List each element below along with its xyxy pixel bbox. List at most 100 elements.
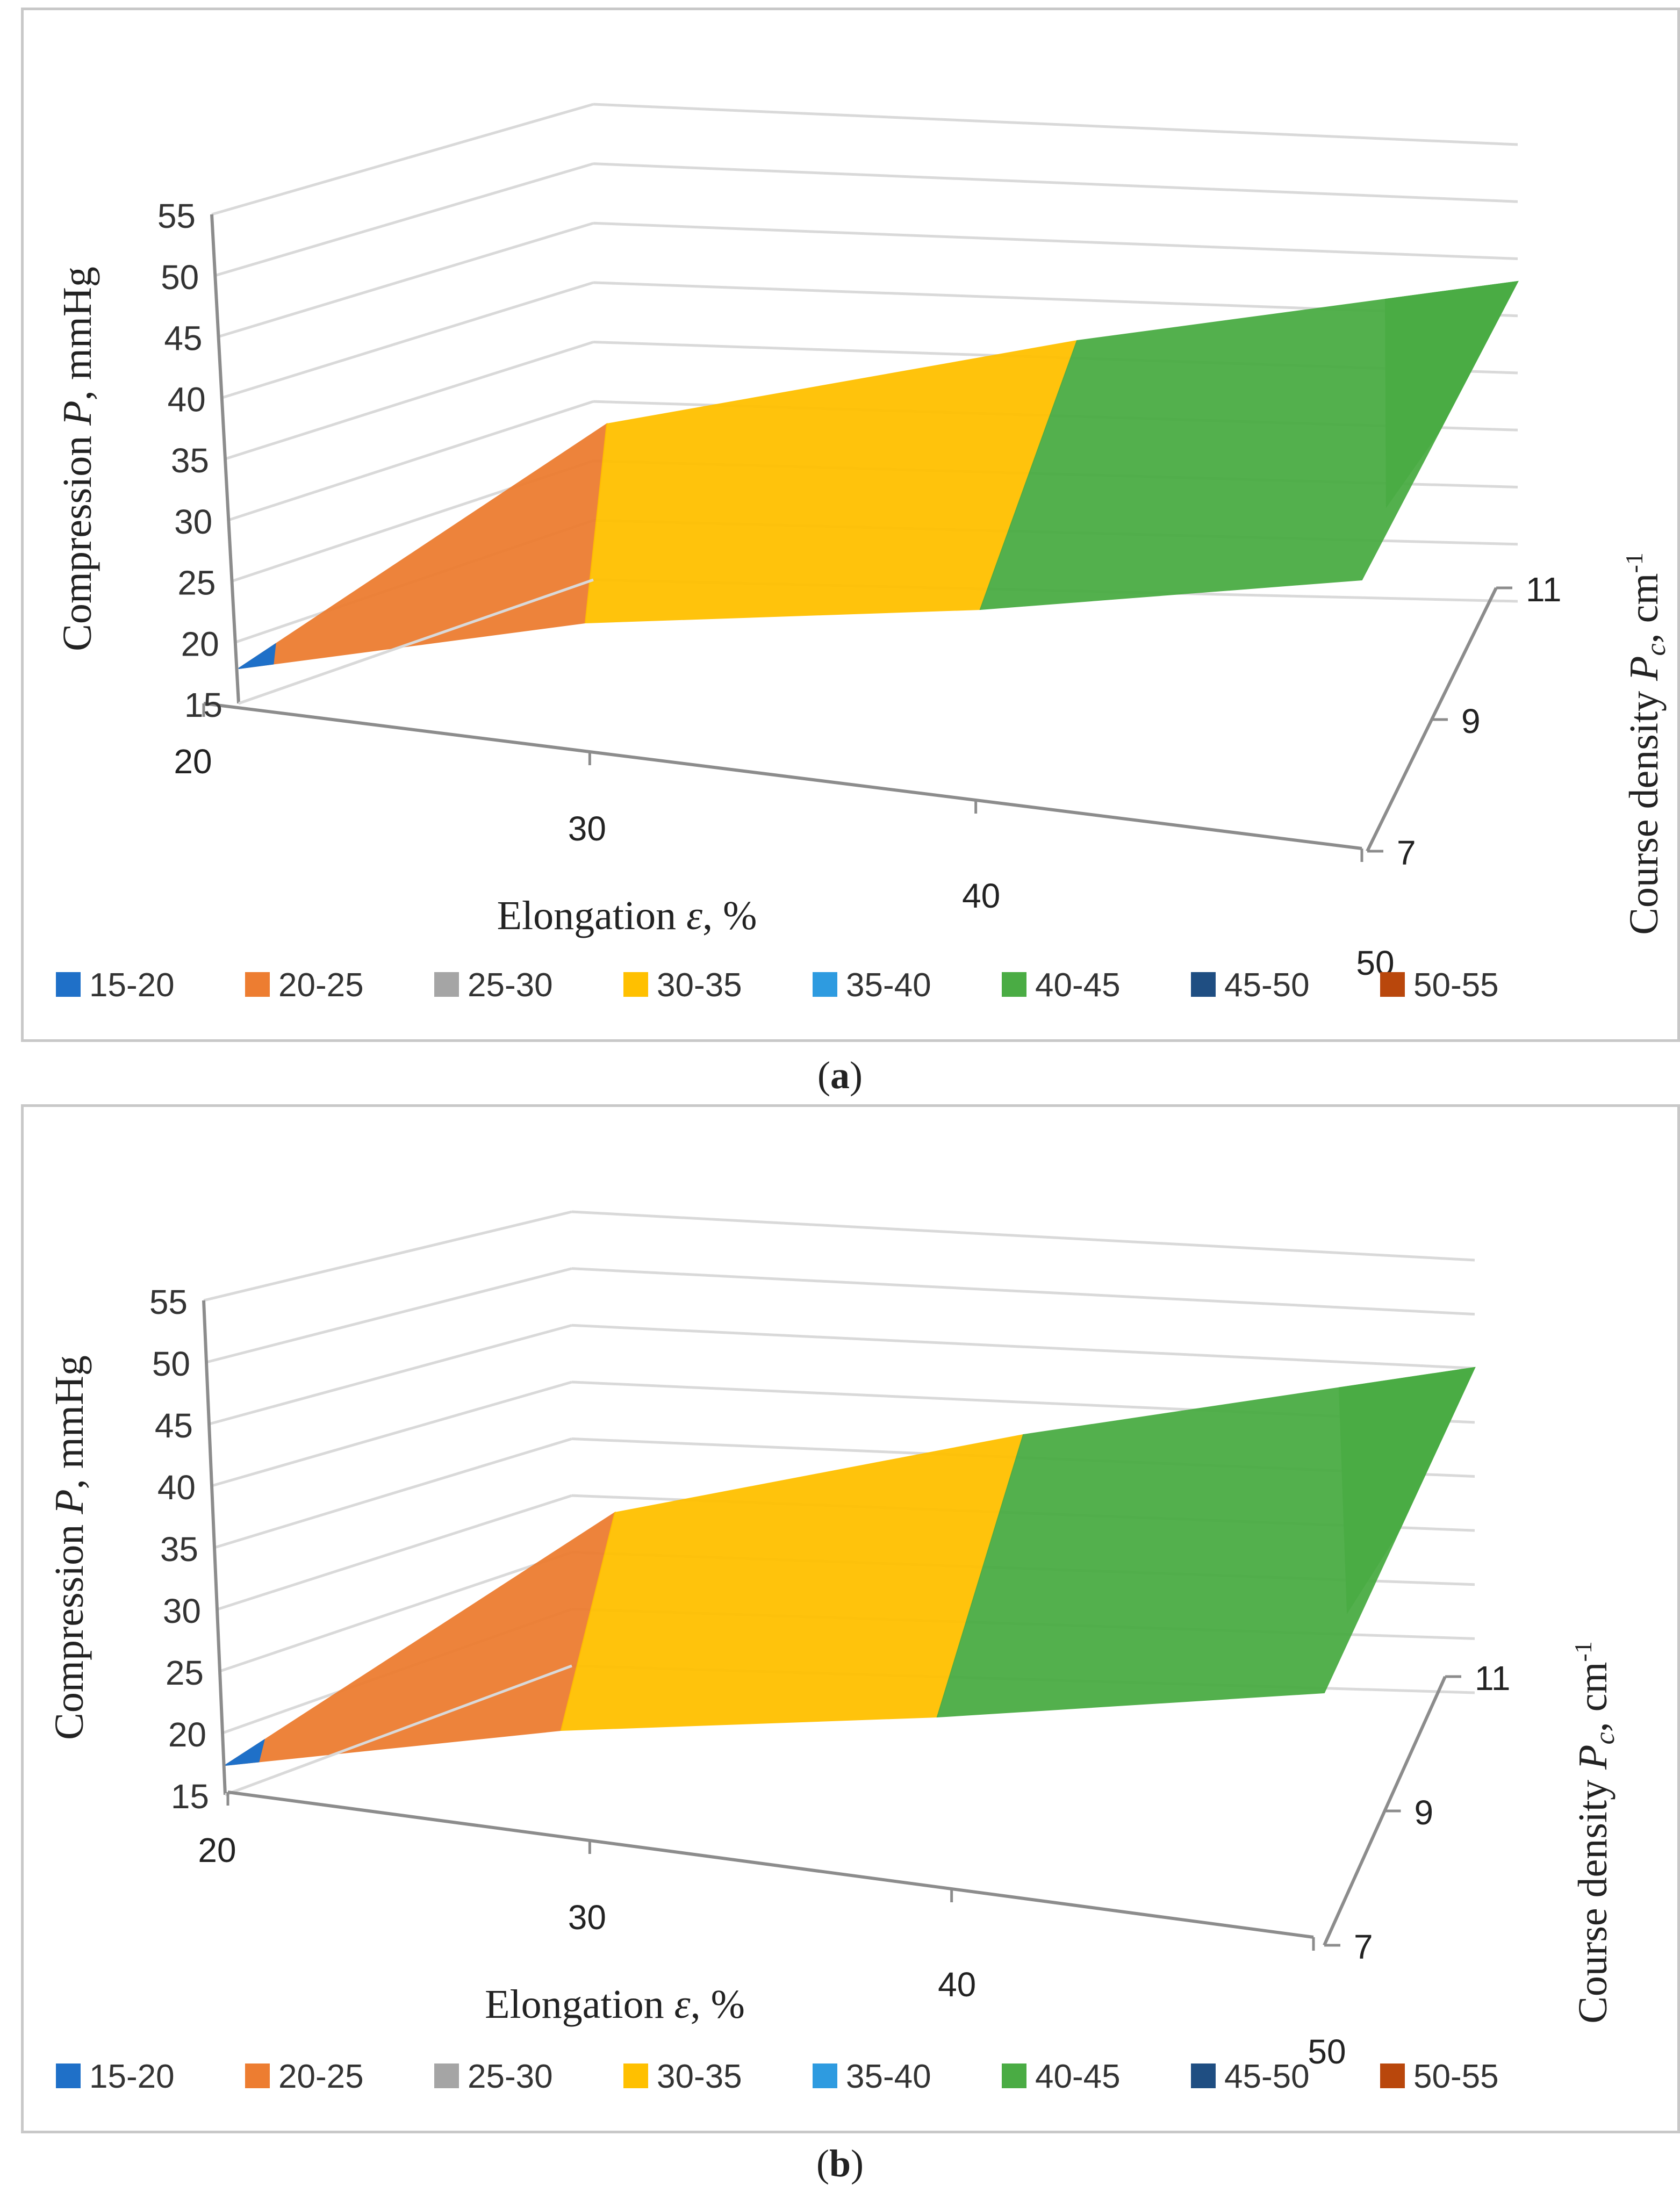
surface-segment [225, 1511, 616, 1766]
legend-label: 15-20 [89, 967, 175, 1004]
gridline-back [593, 103, 1518, 146]
legend-label: 40-45 [1035, 967, 1121, 1004]
gridline-side [228, 400, 594, 522]
legend-label: 45-50 [1224, 2058, 1310, 2095]
gridline-side [219, 1551, 572, 1673]
legend-swatch [1191, 972, 1216, 997]
x-tick-label: 20 [174, 742, 212, 781]
legend-label: 35-40 [846, 967, 931, 1004]
surface [225, 1367, 1476, 1766]
legend-swatch [1380, 2063, 1405, 2088]
x-axis-title: Elongation ε, % [497, 893, 757, 938]
legend-swatch [245, 972, 270, 997]
x-tick-label: 20 [198, 1831, 236, 1870]
z-tick-label: 45 [164, 319, 202, 358]
gridline-side [214, 162, 594, 277]
z-tick-label: 45 [155, 1406, 193, 1445]
legend-label: 30-35 [657, 967, 742, 1004]
legend-label: 35-40 [846, 2058, 931, 2095]
floor-edge [225, 1664, 572, 1796]
z-tick-label: 40 [168, 380, 206, 419]
gridline-side [214, 1437, 572, 1549]
legend-label: 50-55 [1413, 2058, 1499, 2095]
gridline-back [571, 1324, 1475, 1370]
surface-segment-low [238, 643, 276, 669]
y-tick-labels: 7 9 11 [1367, 570, 1561, 872]
gridline-side [225, 341, 594, 461]
legend-label: 40-45 [1035, 2058, 1121, 2095]
legend-swatch [56, 972, 81, 997]
legend-swatch [245, 2063, 270, 2088]
floor-edge [238, 578, 594, 705]
legend-swatch [1191, 2063, 1216, 2088]
z-tick-label: 20 [181, 624, 219, 663]
legend-swatch [1002, 972, 1026, 997]
legend-label: 50-55 [1413, 967, 1499, 1004]
z-tick-label: 50 [152, 1344, 190, 1383]
y-axis-title: Course density Pc, cm-1 [1620, 552, 1671, 935]
z-axis-line [202, 1300, 227, 1795]
caption-a: (a) [817, 1054, 863, 1097]
surface-segment-low [225, 1738, 265, 1766]
y-tick-label: 9 [1461, 702, 1481, 740]
surface-chart-b: 15 20 25 30 35 40 45 50 55 20 30 40 50 7 9 11 Compressio… [47, 1210, 1620, 2095]
legend-swatch [1380, 972, 1405, 997]
z-tick-label: 55 [149, 1283, 188, 1321]
chart-panel-b: 15 20 25 30 35 40 45 50 55 20 30 40 50 7 9 11 Compressio… [21, 1104, 1680, 2133]
caption-b-letter: b [829, 2142, 851, 2185]
surface-chart-a: 152025303540455055203040507911Compressio… [55, 103, 1671, 1004]
legend-swatch [623, 2063, 648, 2088]
surface [238, 281, 1519, 669]
caption-b: (b) [816, 2142, 864, 2185]
legend-label: 20-25 [278, 2058, 364, 2095]
caption-a-letter: a [830, 1054, 850, 1097]
x-axis-title: Elongation ε, % [485, 1982, 745, 2027]
legend-swatch [813, 972, 837, 997]
gridline-side [206, 1267, 572, 1364]
z-tick-label: 55 [157, 197, 196, 235]
x-tick-label: 30 [568, 809, 606, 848]
x-axis-line [227, 1791, 1314, 1939]
z-tick-label: 35 [171, 441, 209, 480]
gridline-side [221, 281, 594, 399]
surface-segment-high [1338, 1367, 1476, 1614]
legend-label: 20-25 [278, 967, 364, 1004]
z-tick-label: 30 [163, 1592, 201, 1630]
legend-swatch [56, 2063, 81, 2088]
y-tick-labels: 7 9 11 [1324, 1659, 1510, 1966]
y-tick-label: 11 [1475, 1659, 1510, 1698]
z-tick-label: 40 [157, 1468, 196, 1507]
gridline-side [211, 103, 594, 216]
legend-label: 45-50 [1224, 967, 1310, 1004]
z-tick-label: 20 [168, 1715, 206, 1754]
gridline-side [217, 1494, 572, 1611]
gridline-back [593, 162, 1518, 203]
gridline-side [203, 1210, 572, 1302]
legend: 15-20 20-25 25-30 30-35 35-40 40-45 45-50 50-55 [56, 2058, 1499, 2095]
gridline-side [218, 221, 594, 338]
x-tick-label: 50 [1308, 2032, 1346, 2071]
y-tick-label: 9 [1415, 1793, 1434, 1832]
gridline-side [211, 1380, 572, 1487]
y-tick-label: 11 [1526, 570, 1561, 609]
gridline-back [571, 1210, 1475, 1262]
z-axis-title: Compression P, mmHg [47, 1355, 92, 1740]
legend-swatch [1002, 2063, 1026, 2088]
gridline-back [593, 221, 1518, 260]
gridline-side [209, 1324, 572, 1426]
z-tick-label: 15 [171, 1777, 209, 1816]
z-tick-label: 50 [161, 258, 199, 297]
z-tick-label: 35 [160, 1530, 198, 1569]
gridline-back [571, 1267, 1475, 1316]
legend-label: 25-30 [468, 967, 553, 1004]
surface-segment [238, 422, 608, 669]
chart-panel-a: 15 20 25 30 35 40 45 50 55 20 30 40 50 7 9 11 Compressio… [21, 8, 1680, 1042]
y-tick-label: 7 [1397, 833, 1416, 872]
legend: 15-20 20-25 25-30 30-35 35-40 40-45 45-50 50-55 [56, 967, 1499, 1004]
x-axis-line [203, 702, 1362, 850]
legend-swatch [623, 972, 648, 997]
z-tick-label: 25 [177, 564, 216, 602]
